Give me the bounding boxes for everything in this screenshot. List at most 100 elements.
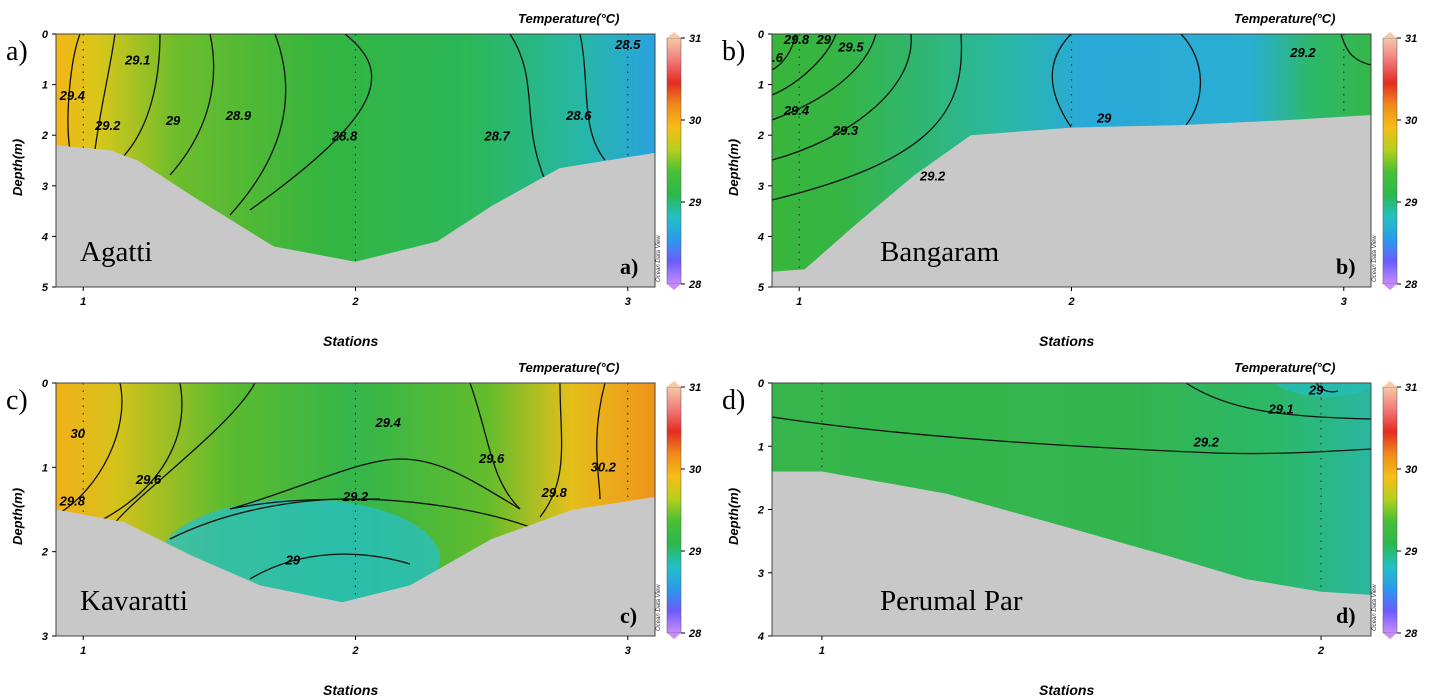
y-tick-label: 0 xyxy=(42,378,49,390)
colorbar-top-cap xyxy=(667,381,681,387)
contour-label: 28.9 xyxy=(225,108,252,123)
contour-label: 29 xyxy=(815,32,831,47)
contour-line xyxy=(772,416,1371,455)
contour-line xyxy=(94,34,116,151)
seabed xyxy=(772,115,1371,287)
panel-label: c) xyxy=(6,385,28,416)
contour-label: 29.3 xyxy=(832,123,859,138)
x-tick-label: 3 xyxy=(625,645,631,657)
contour-label: 28.5 xyxy=(614,37,641,52)
contour-label: 29.1 xyxy=(1267,401,1293,416)
contour-line xyxy=(109,383,256,530)
colorbar-tick-label: 30 xyxy=(1405,464,1418,476)
seabed xyxy=(56,145,655,287)
colorbar-tick-label: 29 xyxy=(688,546,702,558)
y-tick-label: 0 xyxy=(758,29,765,41)
site-label: Kavaratti xyxy=(80,585,188,617)
chart-svg: 29.4 29.2 29.1 29 28.9 28.8 28.7 28.6 28.5 0 1 2 3 4 5… xyxy=(41,29,702,308)
contour-line xyxy=(1180,34,1202,126)
x-tick-label: 1 xyxy=(80,296,86,308)
contour-label: 29.8 xyxy=(783,32,810,47)
contour-label: 29.4 xyxy=(375,415,402,430)
y-tick-label: 5 xyxy=(42,282,49,294)
contour-line xyxy=(229,458,521,510)
panel-kavaratti: 30 29.8 29.6 29.4 29.2 29 29.6 29.8 30.2 0 1 2 3 1 2 3 3… xyxy=(0,349,715,698)
x-tick-label: 2 xyxy=(351,645,358,657)
x-tick-label: 1 xyxy=(796,296,802,308)
contour-label: 29 xyxy=(165,113,181,128)
y-tick-label: 3 xyxy=(758,568,764,580)
y-tick-label: 1 xyxy=(758,80,764,92)
contour-line xyxy=(772,34,963,201)
colorbar xyxy=(666,37,682,285)
contour-label: 29.2 xyxy=(1289,45,1316,60)
y-tick-label: 0 xyxy=(42,29,49,41)
chart-title: Temperature(°C) xyxy=(1234,360,1336,375)
panel-perumal-par: 29 29.1 29.2 0 1 2 3 4 1 2 31 30 29 28 d) Perumal Par d)… xyxy=(716,349,1431,698)
contour-line xyxy=(539,383,563,518)
y-tick-label: 4 xyxy=(757,231,764,243)
contour-label: 29.2 xyxy=(342,489,369,504)
colorbar-top-cap xyxy=(1383,32,1397,38)
colorbar-tick-label: 29 xyxy=(688,197,702,209)
contour-line xyxy=(772,34,877,121)
contour-line xyxy=(249,553,411,580)
contour-label: 30 xyxy=(71,426,86,441)
contour-label: .6 xyxy=(772,50,784,65)
watermark: Ocean Data View xyxy=(1372,235,1378,282)
contour-label: 29 xyxy=(1096,111,1112,126)
contour-line xyxy=(469,383,521,510)
y-tick-label: 1 xyxy=(758,441,764,453)
colorbar-tick-label: 28 xyxy=(688,628,702,640)
chart-svg: 29.8 29 29.5 .6 29.4 29.3 29.2 29 29.2 0 1 2 3 4 5 1 2 3 3… xyxy=(757,29,1418,308)
chart-svg: 29 29.1 29.2 0 1 2 3 4 1 2 31 30 29 28 xyxy=(757,378,1418,657)
contour-label: 30.2 xyxy=(591,460,617,475)
contour-label: 29.8 xyxy=(59,493,86,508)
contour-line xyxy=(67,34,81,151)
contour-line xyxy=(772,34,912,161)
colorbar xyxy=(666,386,682,634)
y-tick-label: 3 xyxy=(42,181,48,193)
y-tick-label: 5 xyxy=(758,282,765,294)
chart-title: Temperature(°C) xyxy=(1234,11,1336,26)
contour-line xyxy=(772,34,797,71)
colorbar xyxy=(1382,37,1398,285)
colorbar-bottom-cap xyxy=(667,284,681,290)
contour-line xyxy=(1340,34,1371,66)
y-axis-label: Depth(m) xyxy=(10,487,25,545)
colorbar-bottom-cap xyxy=(1383,284,1397,290)
contour-label: 29.8 xyxy=(541,485,568,500)
y-tick-label: 4 xyxy=(41,231,48,243)
x-tick-label: 2 xyxy=(1067,296,1074,308)
colorbar-tick-label: 31 xyxy=(689,33,701,45)
site-label: Bangaram xyxy=(880,236,1000,268)
contour-line xyxy=(579,34,606,161)
colorbar-tick-label: 29 xyxy=(1404,197,1418,209)
contour-line xyxy=(57,383,123,515)
temperature-cell xyxy=(1274,383,1371,397)
x-axis-label: Stations xyxy=(323,682,379,698)
contour-label: 29 xyxy=(285,552,301,567)
contour-label: 29.4 xyxy=(783,103,810,118)
x-tick-label: 3 xyxy=(625,296,631,308)
colorbar-tick-label: 30 xyxy=(689,115,702,127)
colorbar-top-cap xyxy=(667,32,681,38)
x-axis-label: Stations xyxy=(1039,333,1095,349)
x-axis-label: Stations xyxy=(323,333,379,349)
contour-label: 29.2 xyxy=(919,169,946,184)
panel-label: b) xyxy=(722,36,746,67)
contour-line xyxy=(119,34,161,161)
y-axis-label: Depth(m) xyxy=(10,138,25,196)
colorbar-tick-label: 30 xyxy=(1405,115,1418,127)
colorbar-tick-label: 31 xyxy=(1405,33,1417,45)
contour-line xyxy=(229,34,287,216)
contour-label: 29.1 xyxy=(124,52,150,67)
x-tick-label: 3 xyxy=(1341,296,1347,308)
contour-line xyxy=(1051,34,1072,128)
y-tick-label: 0 xyxy=(758,378,765,390)
x-tick-label: 1 xyxy=(80,645,86,657)
contour-line xyxy=(596,383,606,500)
x-tick-label: 2 xyxy=(1317,645,1324,657)
contour-label: 29.4 xyxy=(59,88,86,103)
y-tick-label: 3 xyxy=(42,631,48,643)
